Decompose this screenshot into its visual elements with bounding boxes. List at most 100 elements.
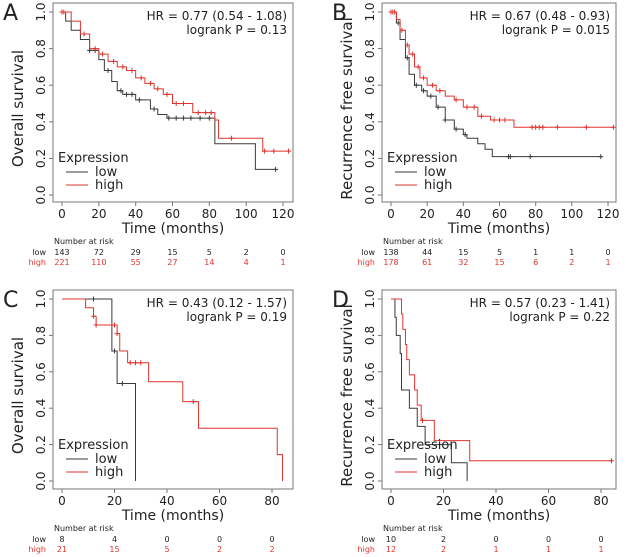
censor-mark-high (610, 124, 616, 130)
x-tick-label: 60 (492, 207, 507, 221)
risk-count-low: 0 (217, 535, 222, 544)
censor-mark-low (129, 91, 135, 97)
censor-mark-low (136, 97, 142, 103)
censor-mark-high (478, 113, 484, 119)
y-tick-label: 0.0 (363, 185, 377, 204)
legend-label-high: high (95, 178, 123, 193)
risk-count-high: 1 (546, 545, 551, 554)
risk-count-low: 1 (533, 248, 538, 257)
y-tick-label: 0.8 (34, 39, 48, 58)
censor-mark-high (147, 80, 153, 86)
hazard-ratio-label: HR = 0.77 (0.54 - 1.08) (147, 9, 287, 23)
censor-mark-high (208, 110, 214, 116)
censor-mark-high (138, 360, 144, 366)
x-tick-label: 120 (272, 207, 295, 221)
y-tick-label: 0.2 (363, 149, 377, 168)
censor-mark-high (421, 75, 427, 81)
censor-mark-high (61, 9, 67, 15)
y-tick-label: 0.8 (34, 326, 48, 345)
risk-count-low: 72 (94, 248, 104, 257)
risk-row-label-high: high (358, 258, 375, 267)
risk-row-label-low: low (361, 535, 375, 544)
legend-title: Expression (58, 151, 129, 166)
censor-mark-high (100, 51, 106, 57)
risk-count-high: 110 (91, 258, 106, 267)
censor-mark-low (421, 88, 427, 94)
censor-mark-low (435, 104, 441, 110)
risk-count-high: 61 (422, 258, 432, 267)
legend-title: Expression (387, 151, 458, 166)
x-tick-label: 40 (159, 494, 174, 508)
censor-mark-high (420, 417, 425, 423)
censor-mark-low (404, 55, 410, 61)
x-tick-label: 20 (107, 494, 122, 508)
risk-count-low: 0 (493, 535, 498, 544)
y-tick-label: 0.0 (363, 471, 377, 490)
panel-label: C (3, 288, 18, 313)
censor-mark-high (114, 331, 120, 337)
censor-mark-high (203, 110, 209, 116)
x-tick-label: 20 (91, 207, 106, 221)
risk-count-high: 221 (54, 258, 69, 267)
x-tick-label: 80 (202, 207, 217, 221)
censor-mark-low (462, 132, 468, 138)
censor-mark-low (206, 115, 212, 121)
risk-count-low: 10 (386, 535, 396, 544)
risk-count-low: 2 (441, 535, 446, 544)
risk-count-low: 1 (569, 248, 574, 257)
x-tick-label: 80 (593, 494, 608, 508)
risk-table-title: Number at risk (383, 524, 443, 533)
censor-mark-high (540, 124, 546, 130)
legend-label-high: high (424, 465, 452, 480)
risk-table-title: Number at risk (383, 237, 443, 246)
x-tick-label: 40 (128, 207, 143, 221)
censor-mark-high (410, 51, 416, 57)
panel-label: B (332, 1, 347, 26)
risk-count-high: 1 (493, 545, 498, 554)
x-tick-label: 40 (488, 494, 503, 508)
x-tick-label: 60 (541, 494, 556, 508)
censor-mark-high (583, 124, 589, 130)
logrank-p-label: logrank P = 0.22 (509, 310, 610, 324)
y-tick-label: 0.6 (34, 76, 48, 95)
censor-mark-low (118, 88, 124, 94)
censor-mark-high (471, 104, 477, 110)
risk-count-high: 55 (131, 258, 141, 267)
logrank-p-label: logrank P = 0.015 (502, 23, 610, 37)
censor-mark-low (123, 91, 129, 97)
censor-mark-low (598, 154, 604, 160)
censor-mark-low (507, 154, 513, 160)
censor-mark-high (404, 42, 410, 48)
censor-mark-high (181, 101, 187, 106)
censor-mark-low (151, 106, 157, 112)
y-tick-label: 0.8 (363, 39, 377, 58)
y-tick-label: 0.4 (363, 399, 377, 418)
y-tick-label: 0.4 (363, 112, 377, 131)
risk-count-low: 143 (54, 248, 69, 257)
x-axis-label: Time (months) (121, 508, 224, 524)
censor-mark-high (138, 75, 144, 81)
y-tick-label: 0.4 (34, 399, 48, 418)
y-tick-label: 1.0 (363, 289, 377, 308)
y-axis-label: Recurrence free survival (338, 17, 356, 200)
risk-count-high: 14 (204, 258, 214, 267)
censor-mark-high (93, 322, 99, 328)
censor-mark-low (105, 68, 111, 74)
censor-mark-high (112, 322, 117, 328)
legend-label-low: low (95, 452, 118, 467)
legend-label-low: low (424, 165, 447, 180)
risk-count-low: 0 (164, 535, 169, 544)
censor-mark-high (228, 135, 234, 141)
censor-mark-low (173, 115, 179, 121)
x-tick-label: 0 (387, 494, 395, 508)
risk-row-label-low: low (32, 248, 46, 257)
censor-mark-high (81, 31, 87, 37)
censor-mark-high (415, 64, 421, 70)
x-axis-label: Time (months) (447, 508, 550, 524)
risk-count-low: 0 (280, 248, 285, 257)
y-tick-label: 0.6 (34, 362, 48, 381)
